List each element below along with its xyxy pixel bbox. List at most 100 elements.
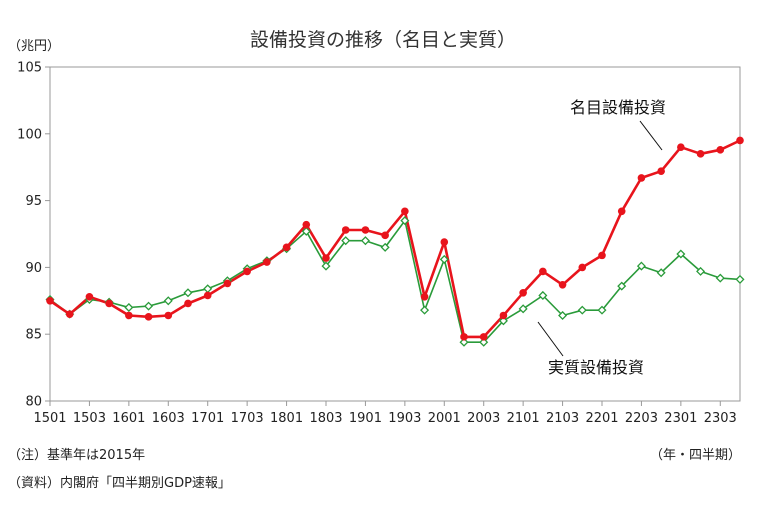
x-tick-label: 1601 (112, 411, 145, 426)
nominal-point (420, 292, 429, 301)
nominal-point (125, 311, 133, 320)
x-tick-label: 1901 (349, 411, 382, 426)
nominal-point (479, 333, 488, 341)
y-tick-label: 105 (17, 61, 42, 76)
leader-line-real (537, 321, 564, 357)
nominal-point (637, 174, 646, 182)
real-point (656, 268, 666, 278)
nominal-point (440, 238, 449, 246)
x-tick-label: 1503 (73, 411, 106, 426)
real-point (183, 288, 193, 298)
real-point (518, 304, 528, 314)
nominal-point (361, 226, 370, 234)
real-point (597, 305, 607, 315)
x-tick-label: 2001 (428, 411, 461, 426)
nominal-point (401, 207, 409, 216)
note-source: （資料）内閣府「四半期別GDP速報」 (8, 476, 231, 491)
y-axis-unit: （兆円） (8, 39, 60, 54)
real-point (459, 337, 469, 347)
real-point (360, 236, 370, 246)
nominal-point (302, 220, 311, 229)
x-tick-label: 2103 (546, 411, 579, 426)
leader-line-nominal (639, 120, 663, 151)
real-point (558, 310, 568, 321)
nominal-point (85, 292, 94, 301)
x-tick-label: 2101 (507, 411, 540, 426)
real-point (380, 242, 390, 252)
x-tick-label: 1501 (33, 411, 66, 426)
nominal-point (381, 231, 389, 240)
y-tick-label: 85 (25, 328, 42, 343)
series-label-real: 実質設備投資 (548, 358, 644, 377)
real-point (400, 216, 410, 226)
x-tick-label: 2203 (625, 411, 658, 426)
nominal-point (499, 311, 508, 320)
nominal-point (696, 150, 705, 158)
nominal-point (736, 136, 744, 145)
nominal-point (558, 280, 567, 289)
nominal-point (65, 310, 74, 318)
x-tick-label: 1703 (231, 411, 264, 426)
x-tick-label: 2301 (664, 411, 697, 426)
nominal-point (539, 267, 547, 276)
x-tick-label: 2201 (585, 411, 618, 426)
nominal-point (184, 299, 192, 308)
nominal-point (341, 226, 350, 234)
nominal-point (519, 288, 527, 297)
note-base-year: （注）基準年は2015年 (8, 448, 146, 463)
x-tick-label: 1903 (388, 411, 421, 426)
real-point (735, 274, 745, 284)
y-tick-label: 95 (25, 194, 42, 209)
real-point (676, 249, 686, 259)
nominal-point (164, 311, 173, 320)
real-point (124, 302, 134, 312)
real-point (420, 305, 430, 315)
y-tick-label: 100 (17, 127, 42, 142)
nominal-point (460, 333, 468, 341)
chart-title: 設備投資の推移（名目と実質） (250, 29, 516, 51)
nominal-point (617, 207, 626, 216)
x-tick-label: 1803 (309, 411, 342, 426)
x-tick-label: 1701 (191, 411, 224, 426)
nominal-point (144, 313, 153, 321)
real-point (479, 337, 489, 347)
real-point (715, 273, 725, 283)
nominal-point (677, 143, 685, 151)
real-point (636, 261, 646, 271)
nominal-point (203, 291, 212, 300)
real-point (341, 236, 351, 246)
real-point (163, 296, 173, 306)
nominal-point (243, 267, 251, 276)
real-point (203, 284, 213, 294)
nominal-point (223, 279, 232, 288)
x-tick-label: 2003 (467, 411, 500, 426)
y-tick-label: 80 (25, 395, 42, 410)
nominal-point (263, 258, 271, 266)
nominal-point (105, 299, 113, 308)
x-tick-label: 2303 (704, 411, 737, 426)
x-tick-label: 1603 (152, 411, 185, 426)
series-line-nominal (49, 139, 741, 339)
nominal-point (46, 297, 54, 305)
real-point (617, 281, 627, 291)
real-point (538, 290, 548, 300)
series-label-nominal: 名目設備投資 (570, 98, 666, 117)
nominal-point (598, 251, 606, 260)
real-point (577, 305, 587, 315)
series-line-real (49, 219, 741, 344)
nominal-point (322, 254, 330, 262)
plot-frame (49, 66, 741, 402)
x-tick-label: 1801 (270, 411, 303, 426)
real-point (301, 226, 311, 236)
nominal-point (282, 243, 291, 252)
real-point (696, 266, 706, 276)
y-tick-label: 90 (25, 261, 42, 276)
nominal-point (578, 263, 587, 272)
nominal-point (716, 146, 725, 154)
real-point (144, 301, 154, 311)
real-point (439, 254, 449, 264)
real-point (498, 316, 508, 326)
nominal-point (657, 167, 665, 176)
real-point (321, 261, 331, 271)
